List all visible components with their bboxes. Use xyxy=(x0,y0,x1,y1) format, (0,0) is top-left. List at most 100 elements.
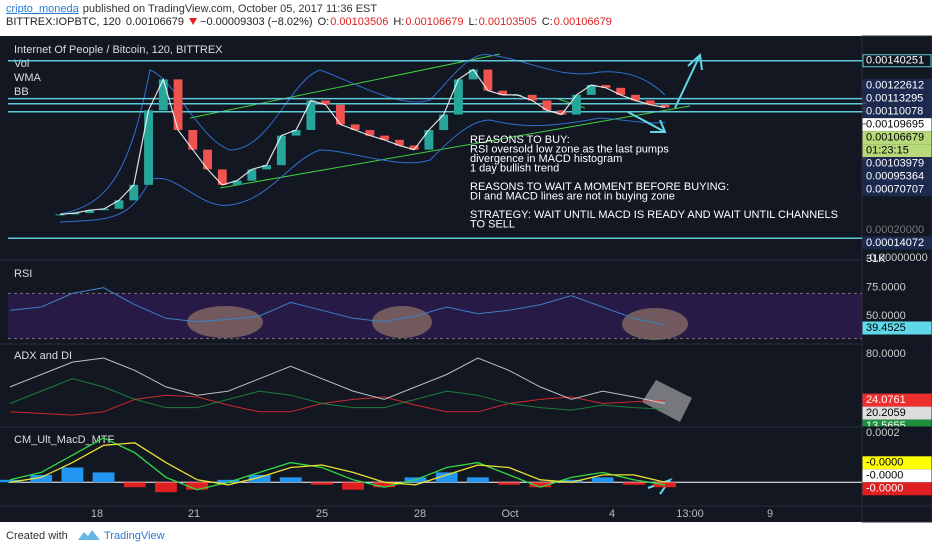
footer-brand[interactable]: TradingView xyxy=(104,530,165,542)
histogram-bar xyxy=(342,482,365,490)
candle xyxy=(483,69,493,91)
rsi-band xyxy=(8,293,862,339)
annotation: STRATEGY: WAIT UNTIL MACD IS READY AND W… xyxy=(470,209,838,221)
candle xyxy=(394,139,404,146)
last-value-box xyxy=(862,469,932,483)
y-tick-label-box xyxy=(862,223,932,237)
candle xyxy=(557,110,567,115)
legend-label: WMA xyxy=(14,72,42,84)
legend-label: Vol xyxy=(14,58,29,70)
panel-title: ADX and DI xyxy=(14,350,72,362)
channel-line xyxy=(219,105,691,189)
last-value-box xyxy=(862,321,932,335)
candle xyxy=(468,69,478,80)
y-tick-label-box xyxy=(862,54,932,68)
annotation: REASONS TO WAIT A MOMENT BEFORE BUYING: xyxy=(470,181,729,193)
candle xyxy=(660,104,670,108)
candle xyxy=(217,169,227,185)
candle xyxy=(276,135,286,166)
indicator-line xyxy=(9,378,666,411)
candle xyxy=(306,100,316,131)
candle xyxy=(453,79,463,115)
candle xyxy=(409,145,419,150)
chart-background xyxy=(0,36,932,522)
y-tick-label-box xyxy=(862,426,932,440)
author[interactable]: cripto_moneda xyxy=(6,3,80,15)
ohlc-label: C: xyxy=(542,16,553,28)
candle xyxy=(631,94,640,101)
wma-line xyxy=(59,68,666,215)
histogram-bar xyxy=(466,477,489,483)
candle xyxy=(321,100,331,105)
y-tick-label-box xyxy=(862,170,932,184)
last-value-box xyxy=(862,456,932,470)
histogram-bar xyxy=(155,482,177,493)
candle xyxy=(55,214,65,216)
candle xyxy=(203,149,212,170)
x-tick-label: 18 xyxy=(91,508,103,520)
panel-title: CM_Ult_MacD_MTF xyxy=(14,434,115,446)
x-tick-label: 25 xyxy=(316,508,328,520)
down-triangle xyxy=(189,18,198,25)
candle xyxy=(350,124,360,131)
candle xyxy=(527,94,537,101)
x-tick-label: 4 xyxy=(609,508,615,520)
last-price: 0.00106679 xyxy=(126,16,184,28)
y-tick-label: -0.00000000 xyxy=(866,252,928,264)
y-tick-label: 0.0002 xyxy=(866,427,900,439)
histogram-bar xyxy=(217,479,240,483)
candle xyxy=(424,130,434,150)
x-tick-label: 9 xyxy=(767,508,773,520)
candle xyxy=(616,87,626,95)
last-value-box xyxy=(862,482,932,496)
annotation: REASONS TO BUY: xyxy=(470,134,570,146)
y-tick-label: 0.00140251 xyxy=(866,55,924,67)
highlight-box xyxy=(642,380,692,422)
volume-label: 31K xyxy=(866,253,886,265)
last-value: 24.0761 xyxy=(866,394,906,406)
highlight-ellipse xyxy=(622,308,688,340)
footer-created: Created with xyxy=(6,530,68,542)
candle xyxy=(158,79,168,111)
histogram-bar xyxy=(186,482,209,490)
histogram-bar xyxy=(498,482,520,485)
histogram-bar xyxy=(279,477,302,483)
histogram-bar xyxy=(61,467,84,483)
histogram-bar xyxy=(529,482,552,488)
histogram-bar xyxy=(591,477,614,483)
ohlc-value: 0.00106679 xyxy=(405,16,463,28)
candle xyxy=(365,130,375,136)
histogram-bar xyxy=(123,482,146,488)
last-value-box xyxy=(862,393,932,407)
y-tick-label-box xyxy=(862,79,932,93)
tradingview-logo xyxy=(78,530,100,540)
highlight-ellipse xyxy=(187,306,263,338)
annotation: divergence in MACD histogram xyxy=(470,153,622,165)
y-tick-label: 75.0000 xyxy=(866,282,906,294)
published-text: published on TradingView.com, October 05… xyxy=(83,3,378,15)
histogram-bar xyxy=(435,472,458,483)
arrow-head xyxy=(687,52,703,71)
macd-line xyxy=(9,442,666,486)
y-tick-label-box xyxy=(862,118,932,132)
y-tick-label-box xyxy=(862,251,932,265)
histogram-bar xyxy=(560,479,583,483)
candle xyxy=(232,180,242,185)
histogram-bar xyxy=(92,472,115,483)
candle xyxy=(70,212,80,215)
ohlc-value: 0.00103506 xyxy=(330,16,388,28)
ohlc-label: H: xyxy=(393,16,404,28)
indicator-line xyxy=(9,357,666,404)
y-tick-label: 0.00103979 xyxy=(866,158,924,170)
annotation: DI and MACD lines are not in buying zone xyxy=(470,190,675,202)
candle xyxy=(498,90,508,95)
histogram-bar xyxy=(373,482,396,488)
candle xyxy=(380,135,390,140)
price-change: −0.00009303 (−8.02%) xyxy=(200,16,313,28)
arrow-head xyxy=(650,119,667,133)
panel-title: RSI xyxy=(14,268,32,280)
candle xyxy=(188,130,198,150)
arrow-down xyxy=(627,111,666,133)
last-value: 39.4525 xyxy=(866,322,906,334)
